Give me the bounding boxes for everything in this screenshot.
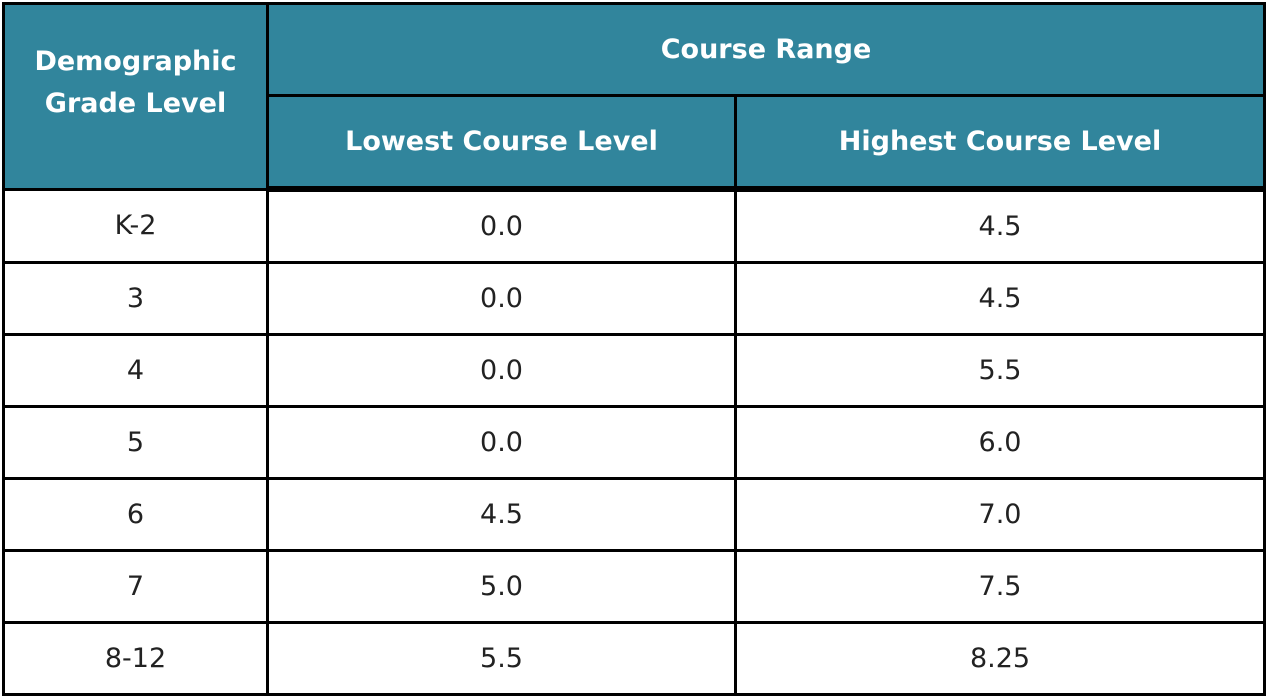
grade-cell: 7: [2, 549, 269, 624]
grade-cell: K-2: [2, 187, 269, 264]
table-row: 6 4.5 7.0: [2, 477, 1266, 552]
lowest-cell: 5.5: [266, 621, 737, 696]
grade-level-header-line1: Demographic: [34, 46, 237, 78]
highest-cell: 7.5: [734, 549, 1266, 624]
grade-cell: 4: [2, 333, 269, 408]
table-row: 4 0.0 5.5: [2, 333, 1266, 408]
header-row-bottom: Lowest Course Level Highest Course Level: [4, 94, 1266, 192]
highest-cell: 7.0: [734, 477, 1266, 552]
grade-level-header: Demographic Grade Level: [2, 2, 269, 191]
lowest-cell: 0.0: [266, 261, 737, 336]
table-row: 8-12 5.5 8.25: [2, 621, 1266, 696]
course-range-header: Course Range: [266, 2, 1266, 97]
table-row: 5 0.0 6.0: [2, 405, 1266, 480]
highest-cell: 5.5: [734, 333, 1266, 408]
grade-level-header-line2: Grade Level: [44, 88, 227, 120]
highest-cell: 8.25: [734, 621, 1266, 696]
grade-cell: 3: [2, 261, 269, 336]
lowest-cell: 0.0: [266, 405, 737, 480]
grade-cell: 5: [2, 405, 269, 480]
highest-cell: 4.5: [734, 187, 1266, 264]
lowest-cell: 5.0: [266, 549, 737, 624]
lowest-cell: 0.0: [266, 187, 737, 264]
table-row: 7 5.0 7.5: [2, 549, 1266, 624]
table-body: K-2 0.0 4.5 3 0.0 4.5 4 0.0 5.5 5 0.0 6.…: [2, 187, 1266, 696]
lowest-cell: 4.5: [266, 477, 737, 552]
grade-cell: 8-12: [2, 621, 269, 696]
highest-cell: 6.0: [734, 405, 1266, 480]
table-row: 3 0.0 4.5: [2, 261, 1266, 336]
lowest-cell: 0.0: [266, 333, 737, 408]
highest-course-level-header: Highest Course Level: [734, 94, 1266, 192]
header-row-top: Demographic Grade Level Course Range: [2, 2, 1266, 191]
table-row: K-2 0.0 4.5: [2, 187, 1266, 264]
table-header: Demographic Grade Level Course Range Low…: [2, 2, 1266, 192]
lowest-course-level-header: Lowest Course Level: [266, 94, 737, 192]
grade-cell: 6: [2, 477, 269, 552]
highest-cell: 4.5: [734, 261, 1266, 336]
